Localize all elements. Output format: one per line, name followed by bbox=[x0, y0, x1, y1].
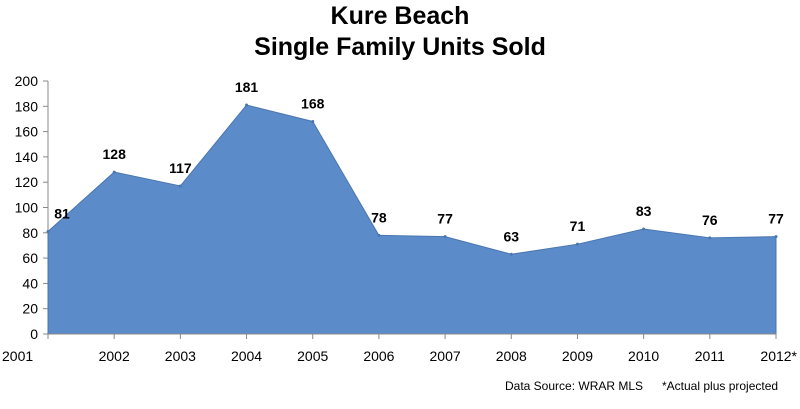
chart-title-line-1: Kure Beach bbox=[331, 2, 470, 30]
data-point bbox=[575, 242, 579, 246]
x-tick-label: 2001 bbox=[2, 348, 33, 364]
y-tick-label: 0 bbox=[30, 326, 38, 342]
y-axis: 0 20 40 60 80 100 120 140 160 180 200 bbox=[15, 73, 49, 342]
chart-title-line-2: Single Family Units Sold bbox=[254, 33, 546, 61]
y-tick-label: 80 bbox=[22, 225, 38, 241]
data-point bbox=[708, 236, 712, 240]
area-series bbox=[47, 104, 777, 335]
data-label: 77 bbox=[437, 211, 453, 227]
data-label: 117 bbox=[169, 160, 192, 176]
data-label: 71 bbox=[570, 218, 586, 234]
data-label: 77 bbox=[768, 211, 784, 227]
data-label: 181 bbox=[235, 79, 259, 95]
y-tick-label: 120 bbox=[15, 174, 39, 190]
data-point bbox=[774, 235, 778, 239]
x-tick-label: 2002 bbox=[99, 348, 130, 364]
y-tick-label: 140 bbox=[15, 149, 39, 165]
data-label: 168 bbox=[301, 95, 325, 111]
data-label: 76 bbox=[702, 212, 718, 228]
data-source-note: Data Source: WRAR MLS bbox=[505, 379, 643, 393]
y-tick-label: 160 bbox=[15, 124, 39, 140]
x-tick-label: 2003 bbox=[165, 348, 196, 364]
x-tick-label: 2012* bbox=[760, 348, 797, 364]
y-tick-label: 100 bbox=[15, 200, 39, 216]
x-tick-label: 2004 bbox=[231, 348, 262, 364]
y-tick-label: 40 bbox=[22, 275, 38, 291]
y-tick-label: 180 bbox=[15, 98, 39, 114]
x-axis: 2001 2002 2003 2004 2005 2006 2007 2008 2009 2010… bbox=[2, 333, 798, 364]
data-point bbox=[46, 230, 50, 234]
data-point bbox=[509, 252, 513, 256]
x-tick-label: 2010 bbox=[628, 348, 659, 364]
data-point bbox=[178, 184, 182, 188]
data-labels: 81 128 117 181 168 78 77 63 71 83 76 77 bbox=[54, 79, 784, 244]
x-tick-label: 2007 bbox=[430, 348, 461, 364]
y-tick-label: 20 bbox=[22, 301, 38, 317]
y-tick-label: 200 bbox=[15, 73, 39, 89]
data-point bbox=[245, 103, 249, 107]
x-tick-label: 2008 bbox=[496, 348, 527, 364]
projection-footnote: *Actual plus projected bbox=[662, 379, 778, 393]
data-label: 78 bbox=[371, 209, 387, 225]
y-tick-label: 60 bbox=[22, 250, 38, 266]
data-label: 63 bbox=[503, 228, 519, 244]
data-point bbox=[377, 233, 381, 237]
x-tick-label: 2005 bbox=[297, 348, 328, 364]
data-point bbox=[311, 119, 315, 123]
data-label: 128 bbox=[103, 146, 127, 162]
x-tick-label: 2011 bbox=[695, 348, 725, 364]
x-tick-label: 2006 bbox=[363, 348, 394, 364]
data-label: 81 bbox=[54, 206, 70, 222]
data-label: 83 bbox=[636, 203, 652, 219]
data-point bbox=[112, 170, 116, 174]
area-layer bbox=[46, 103, 778, 335]
data-point bbox=[443, 235, 447, 239]
data-point bbox=[642, 227, 646, 231]
x-tick-label: 2009 bbox=[562, 348, 593, 364]
